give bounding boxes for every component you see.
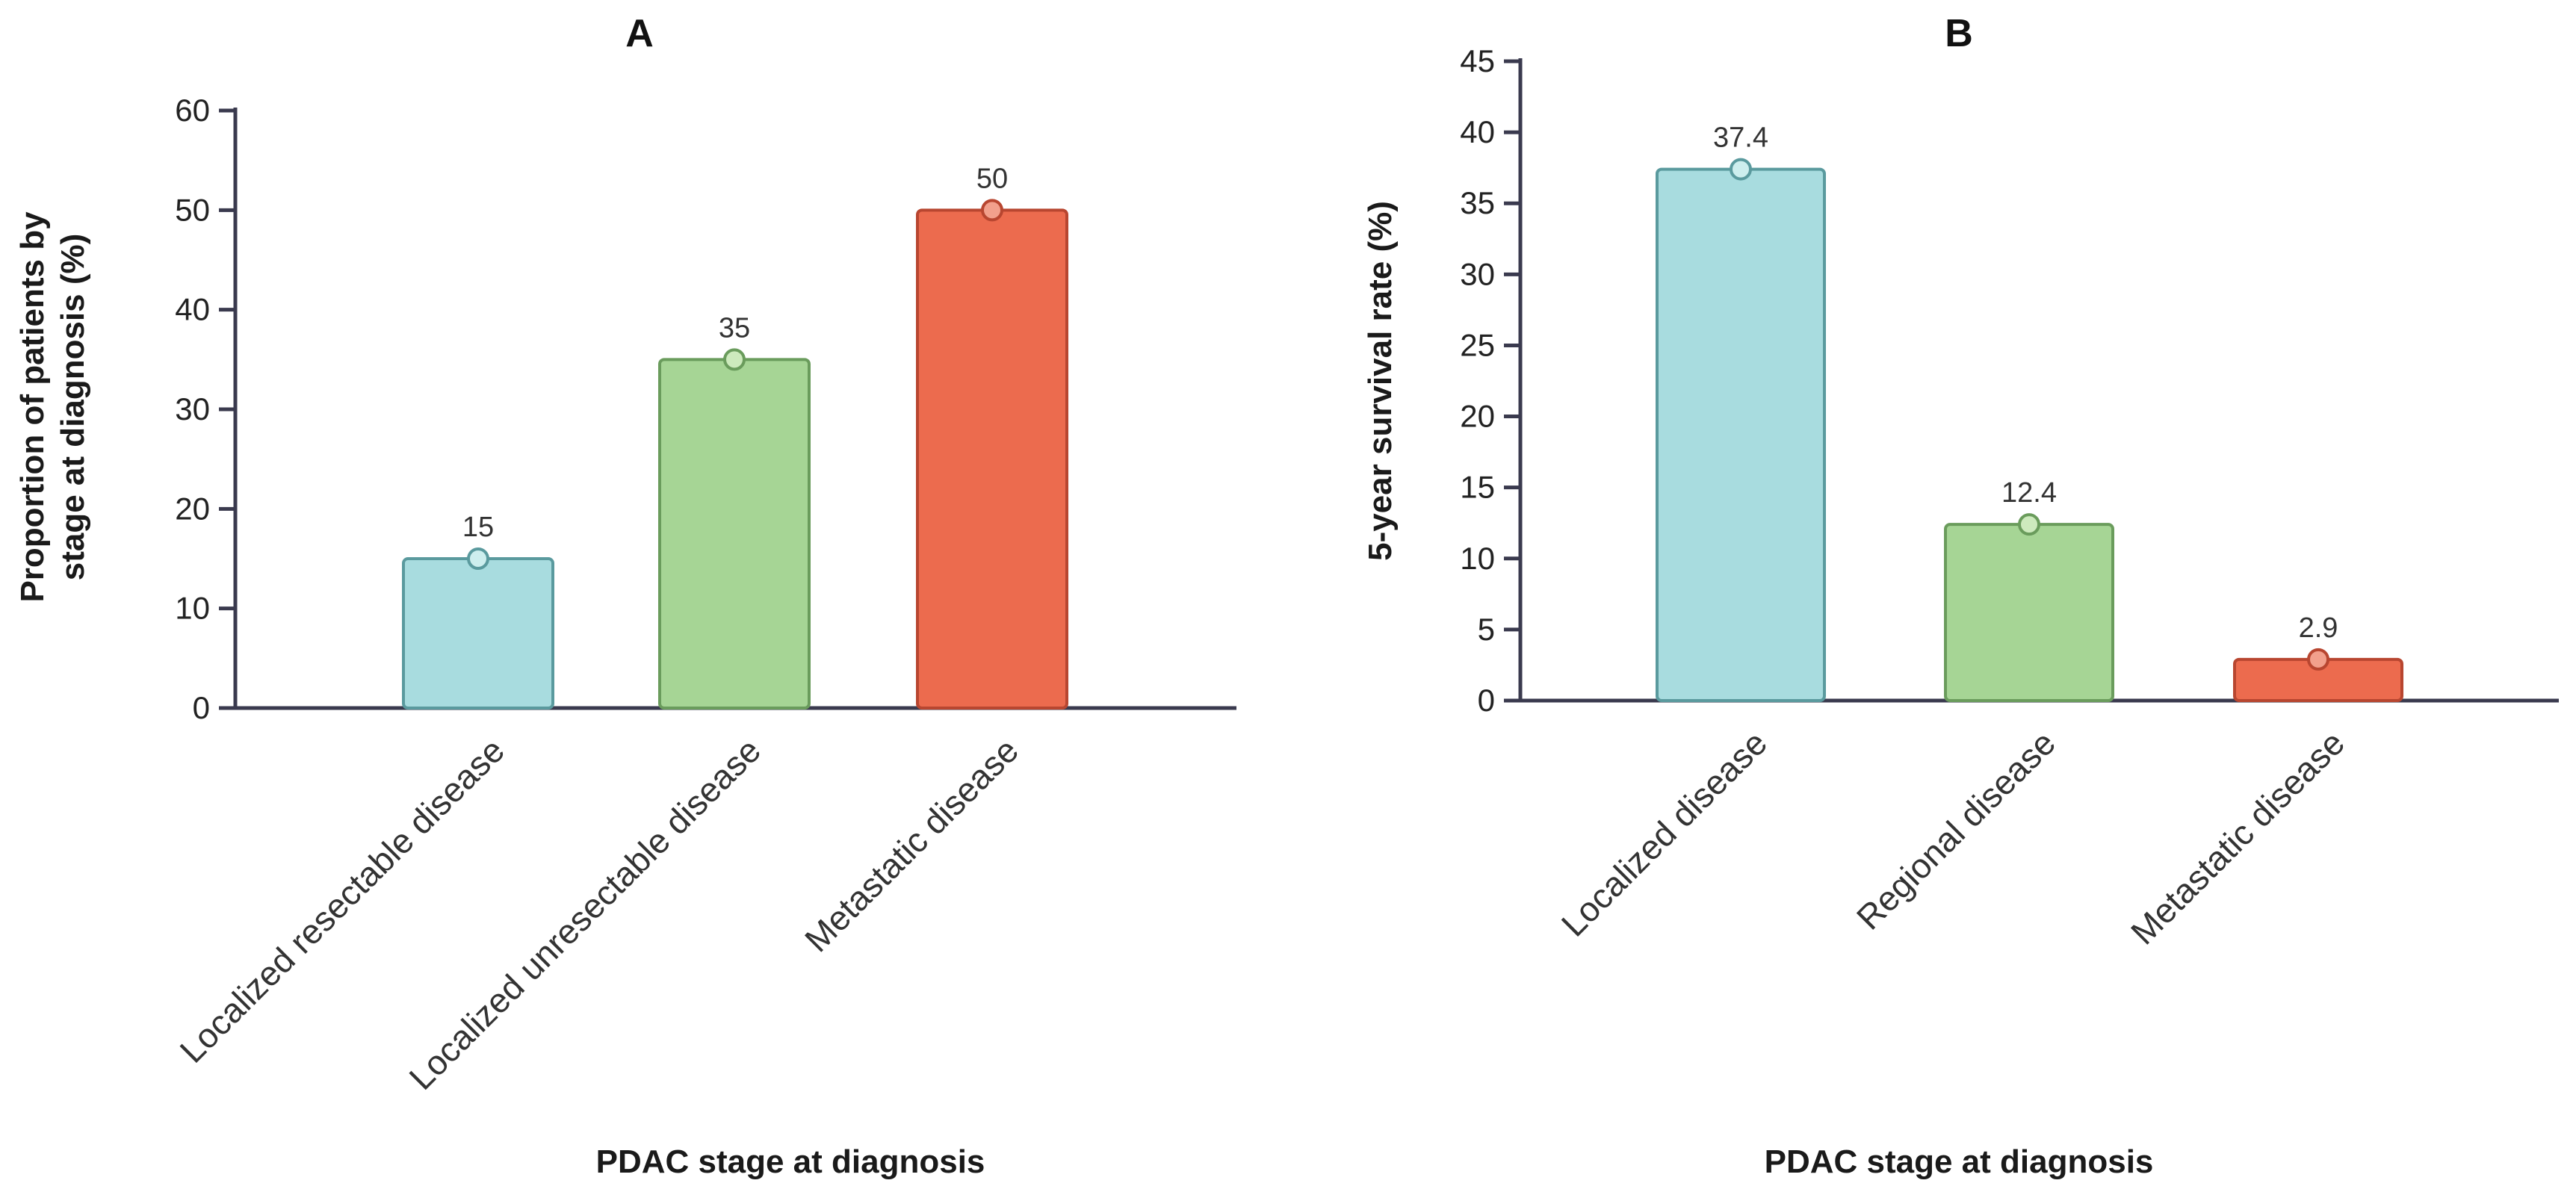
panel-b-data-label: 12.4 bbox=[2001, 477, 2057, 509]
panel-b-category-label: Metastatic disease bbox=[2123, 723, 2352, 952]
panel-b-category-label: Localized disease bbox=[1554, 723, 1774, 943]
panel-b-bar-marker bbox=[2018, 513, 2040, 536]
panel-a-data-label: 35 bbox=[719, 312, 750, 344]
panel-b-y-tick-label: 5 bbox=[1478, 612, 1495, 647]
panel-b-y-tick-label: 10 bbox=[1460, 541, 1495, 576]
panel-b-title: B bbox=[1945, 12, 1973, 55]
panel-a-bar bbox=[658, 358, 811, 710]
panel-b-y-axis-title: 5-year survival rate (%) bbox=[1362, 201, 1399, 561]
panel-b-bar-marker bbox=[1730, 158, 1752, 181]
panel-a-y-tick-label: 0 bbox=[193, 690, 210, 725]
panel-a-title: A bbox=[625, 12, 654, 55]
panel-a-y-axis-title: Proportion of patients by bbox=[14, 211, 51, 603]
panel-a-bar bbox=[916, 208, 1068, 710]
panel-a-bar-marker bbox=[981, 199, 1003, 222]
panel-a-bar bbox=[402, 557, 554, 710]
panel-a-x-axis-title: PDAC stage at diagnosis bbox=[596, 1143, 985, 1180]
panel-b-y-tick-label: 25 bbox=[1460, 327, 1495, 362]
panel-a-data-label: 15 bbox=[462, 512, 494, 543]
panel-b-bar bbox=[1656, 167, 1826, 702]
panel-a-category-label: Metastatic disease bbox=[797, 730, 1026, 959]
panel-a-y-tick-label: 30 bbox=[175, 391, 210, 426]
panel-a-y-axis-title: stage at diagnosis (%) bbox=[55, 234, 91, 581]
panel-b-y-tick-label: 40 bbox=[1460, 114, 1495, 149]
panel-b-y-tick-label: 0 bbox=[1478, 683, 1495, 718]
panel-b-chart: B 0 5 10 15 20 25 30 35 40 45 37.4 Localized disease… bbox=[1362, 12, 2559, 1180]
panel-a-y-tick-label: 50 bbox=[175, 192, 210, 227]
panel-a-y-tick-label: 20 bbox=[175, 491, 210, 526]
panel-a-bar-marker bbox=[467, 547, 489, 570]
panel-a-y-tick-label: 60 bbox=[175, 93, 210, 128]
panel-b-y-tick-label: 35 bbox=[1460, 185, 1495, 220]
panel-b-y-tick-label: 20 bbox=[1460, 399, 1495, 434]
panel-b-bar-marker bbox=[2307, 648, 2329, 671]
panel-b-data-label: 2.9 bbox=[2299, 612, 2338, 644]
panel-b-data-label: 37.4 bbox=[1713, 122, 1768, 154]
panel-a-bar-marker bbox=[723, 348, 746, 371]
panel-a-data-label: 50 bbox=[976, 163, 1008, 194]
panel-b-y-tick-label: 45 bbox=[1460, 43, 1495, 78]
panel-a-y-tick-label: 10 bbox=[175, 591, 210, 626]
panel-b-bar bbox=[1944, 523, 2114, 702]
panel-a-y-tick-label: 40 bbox=[175, 292, 210, 327]
panel-b-y-tick-label: 15 bbox=[1460, 470, 1495, 505]
panel-b-x-axis-title: PDAC stage at diagnosis bbox=[1765, 1143, 2154, 1180]
panel-b-category-label: Regional disease bbox=[1849, 723, 2063, 937]
panel-b-y-tick-label: 30 bbox=[1460, 256, 1495, 291]
